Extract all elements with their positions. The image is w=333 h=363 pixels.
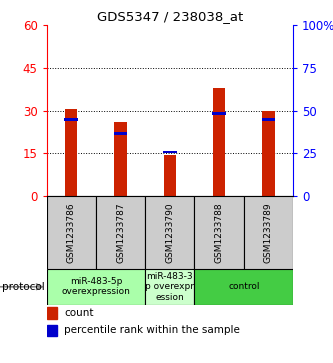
Bar	[47, 269, 145, 305]
Bar	[164, 155, 176, 196]
Bar	[47, 325, 57, 336]
Bar	[194, 269, 293, 305]
Text: count: count	[64, 308, 94, 318]
Title: GDS5347 / 238038_at: GDS5347 / 238038_at	[97, 10, 243, 23]
Bar	[65, 118, 78, 121]
Bar	[262, 118, 275, 121]
Text: percentile rank within the sample: percentile rank within the sample	[64, 325, 240, 335]
Text: GSM1233790: GSM1233790	[165, 202, 174, 263]
Bar	[65, 109, 77, 196]
Bar	[213, 88, 225, 196]
Text: protocol: protocol	[2, 282, 44, 292]
Bar	[244, 196, 293, 269]
Bar	[47, 307, 57, 319]
Bar	[96, 196, 145, 269]
Text: GSM1233788: GSM1233788	[214, 202, 224, 263]
Bar	[145, 269, 194, 305]
Bar	[194, 196, 244, 269]
Bar	[115, 122, 127, 196]
Text: GSM1233786: GSM1233786	[67, 202, 76, 263]
Text: control: control	[228, 282, 259, 291]
Text: miR-483-5p
overexpression: miR-483-5p overexpression	[62, 277, 130, 297]
Bar	[145, 196, 194, 269]
Bar	[262, 111, 275, 196]
Bar	[163, 151, 176, 153]
Text: miR-483-3
p overexpr
ession: miR-483-3 p overexpr ession	[145, 272, 194, 302]
Bar	[47, 196, 96, 269]
Bar	[114, 132, 127, 135]
Text: GSM1233789: GSM1233789	[264, 202, 273, 263]
Bar	[212, 112, 226, 115]
Text: GSM1233787: GSM1233787	[116, 202, 125, 263]
